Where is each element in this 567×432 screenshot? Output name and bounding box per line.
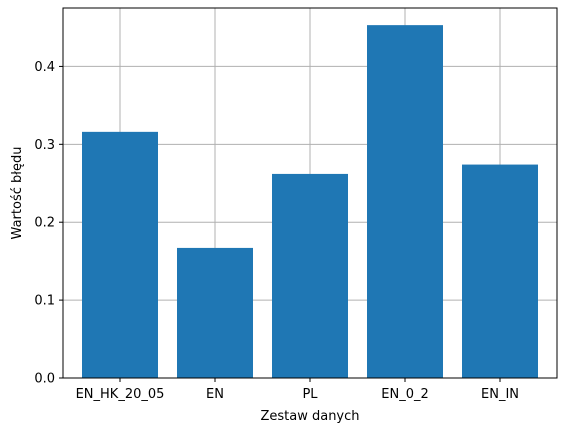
y-tick-label: 0.1	[34, 294, 55, 309]
bar-en-0-2	[367, 25, 443, 379]
y-tick-label: 0.4	[34, 60, 55, 75]
bar-pl	[272, 173, 348, 378]
y-tick-label: 0.3	[34, 138, 55, 153]
bar-en-hk-20-05	[82, 131, 158, 378]
ticks: 0.0 0.1 0.2 0.3 0.4 EN_HK_20_05 EN PL EN_0_2 EN_I…	[34, 60, 519, 402]
x-tick-label: EN_IN	[481, 387, 519, 402]
x-tick-label: EN_HK_20_05	[76, 387, 165, 402]
bar-en-in	[462, 164, 538, 378]
bar-en	[177, 247, 253, 378]
y-axis-label: Wartość błędu	[10, 147, 25, 240]
y-tick-label: 0.0	[34, 372, 55, 387]
x-tick-label: EN	[206, 387, 224, 402]
y-tick-label: 0.2	[34, 216, 55, 231]
bars	[82, 25, 538, 379]
x-tick-label: EN_0_2	[381, 387, 428, 402]
x-axis-label: Zestaw danych	[260, 409, 359, 424]
x-tick-label: PL	[302, 387, 318, 402]
